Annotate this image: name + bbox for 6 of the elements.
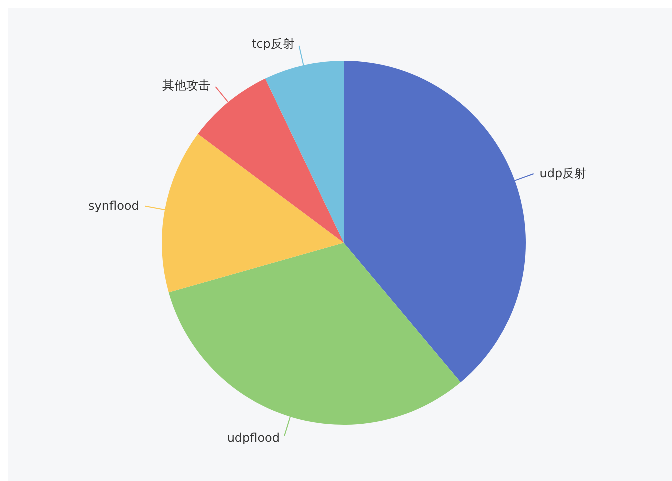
slice-label: udpflood xyxy=(227,430,280,445)
slice-label: udp反射 xyxy=(540,166,587,180)
slice-label: 其他攻击 xyxy=(162,78,210,92)
pie-slice xyxy=(198,78,344,243)
slice-label: synflood xyxy=(88,199,140,214)
slice-label: tcp反射 xyxy=(252,37,295,52)
